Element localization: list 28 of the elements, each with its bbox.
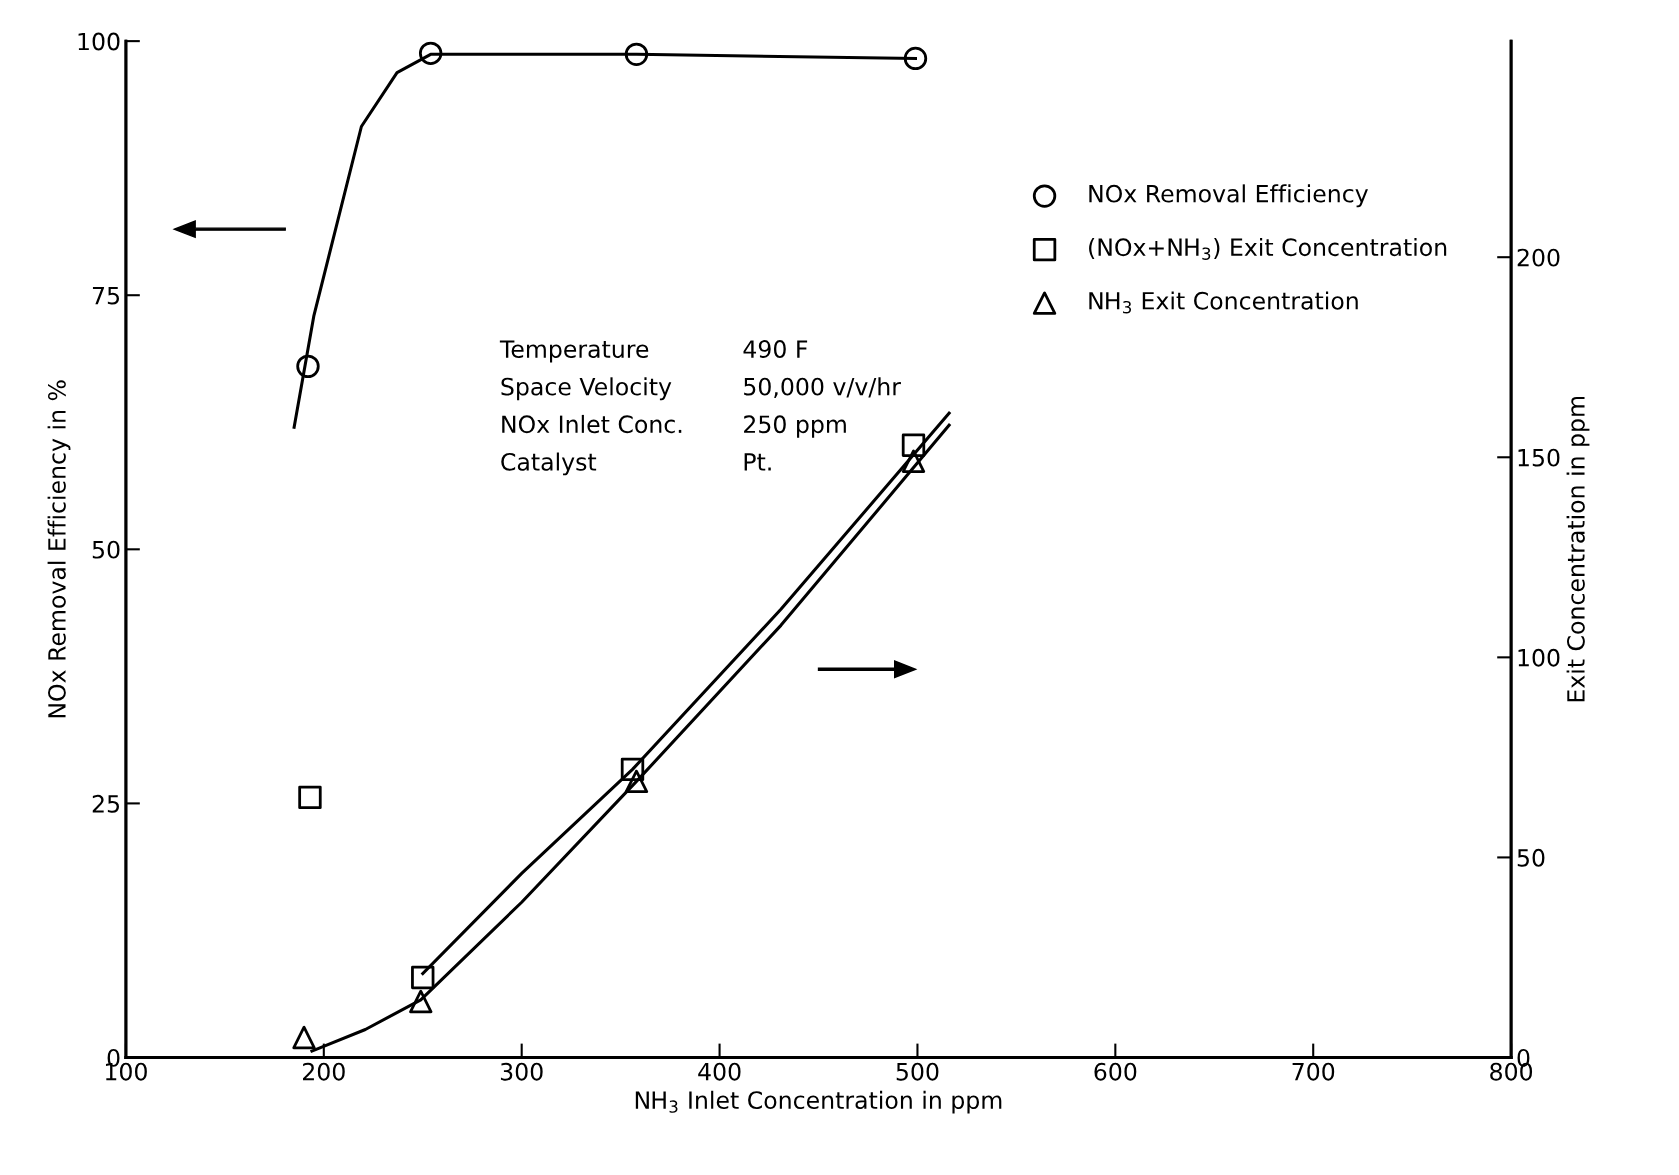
- x-tick-label: 200: [303, 1062, 345, 1081]
- x-tick-label: 600: [1094, 1062, 1137, 1081]
- legend-label: NOx Removal Efficiency: [1089, 184, 1368, 208]
- y-tick-label: 50: [92, 540, 120, 559]
- annotation: 250 ppm: [744, 415, 846, 438]
- legend-label: NH$_{3}$ Exit Concentration: [1089, 291, 1358, 314]
- annotation: 50,000 v/v/hr: [744, 377, 901, 398]
- x-tick-label: 400: [698, 1062, 741, 1081]
- annotation: Space Velocity: [501, 377, 672, 401]
- y2-axis-title: Exit Concentration in ppm: [1566, 396, 1590, 702]
- y-tick-label: 100: [78, 32, 120, 51]
- y2-tick-label: 100: [1518, 648, 1560, 667]
- y2-tick-label: 50: [1517, 848, 1545, 867]
- x-tick-label: 700: [1292, 1062, 1335, 1081]
- y2-tick-label: 150: [1518, 448, 1560, 467]
- y2-tick-label: 200: [1517, 248, 1560, 267]
- y-tick-label: 25: [92, 794, 119, 813]
- annotation: NOx Inlet Conc.: [502, 414, 682, 434]
- legend-label: (NOx+NH$_{3}$) Exit Concentration: [1089, 237, 1447, 260]
- x-axis-title: NH$_{3}$ Inlet Concentration in ppm: [635, 1090, 1002, 1114]
- annotation: Pt.: [744, 453, 771, 471]
- annotation: 490 F: [743, 340, 808, 358]
- x-tick-label: 300: [500, 1062, 543, 1081]
- annotation: Catalyst: [501, 452, 597, 476]
- x-tick-label: 500: [896, 1062, 939, 1081]
- y-axis-title: NOx Removal Efficiency in %: [47, 380, 71, 718]
- annotation: Temperature: [499, 340, 649, 363]
- y-tick-label: 75: [92, 286, 119, 305]
